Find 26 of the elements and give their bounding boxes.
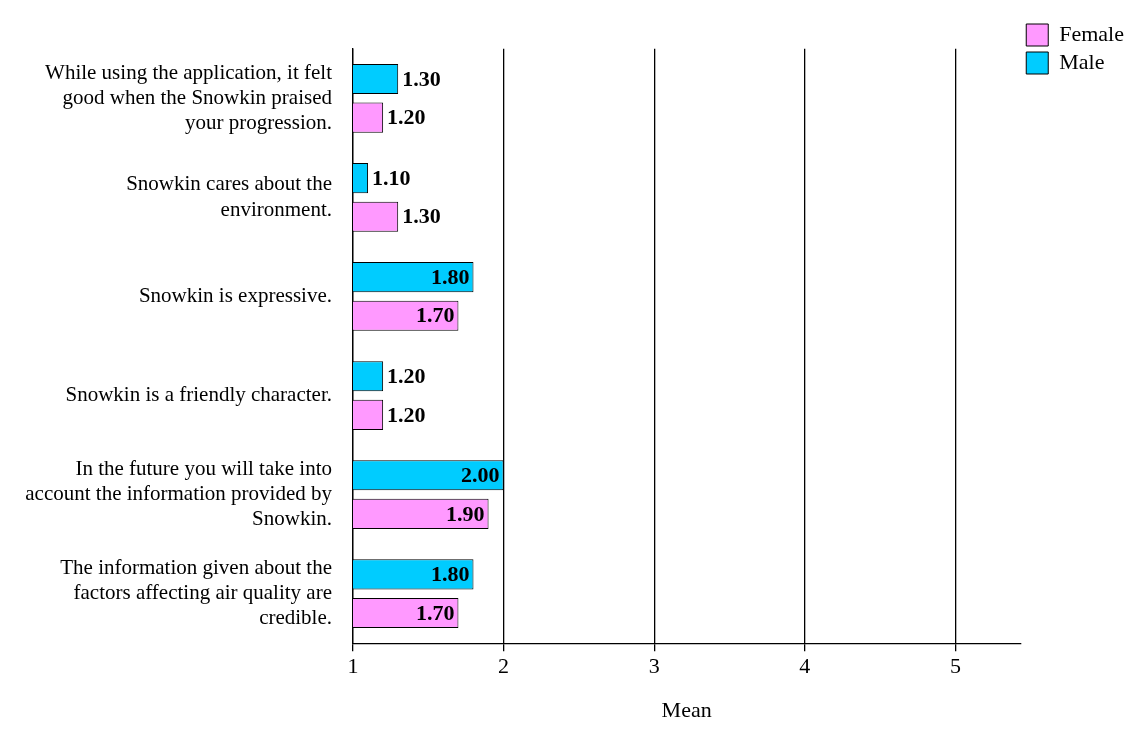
data-label: 2.00 (461, 461, 500, 487)
data-label: 1.30 (402, 203, 441, 229)
x-tick-label: 1 (347, 653, 359, 679)
y-tick-label: While using the application, it felt good when the Snowkin praised your progression. (45, 59, 333, 135)
legend-label: Female (1059, 20, 1125, 46)
data-label: 1.20 (387, 401, 426, 427)
y-tick-label: Snowkin is expressive. (138, 282, 332, 307)
y-tick-label: The information given about the factors affecting air quality are credible. (60, 554, 332, 630)
data-label: 1.80 (431, 263, 470, 289)
data-label: 1.80 (431, 561, 470, 587)
x-tick-label: 2 (498, 653, 510, 679)
y-tick-label: In the future you will take into account the information provided by Snowkin. (25, 455, 333, 531)
legend-label: Male (1059, 48, 1105, 74)
y-tick-label: Snowkin is a friendly character. (65, 382, 332, 407)
data-label: 1.90 (446, 500, 485, 526)
x-tick-label: 5 (949, 653, 961, 679)
data-label: 1.30 (402, 65, 441, 91)
x-axis-title: Mean (661, 696, 712, 722)
data-label: 1.10 (372, 164, 411, 190)
data-label: 1.20 (387, 362, 426, 388)
data-label: 1.70 (415, 302, 455, 328)
data-label: 1.70 (415, 599, 455, 625)
y-tick-label: Snowkin cares about the environment. (126, 171, 332, 221)
x-tick-label: 4 (799, 653, 811, 679)
data-label: 1.20 (387, 104, 426, 130)
x-tick-label: 3 (648, 653, 660, 679)
